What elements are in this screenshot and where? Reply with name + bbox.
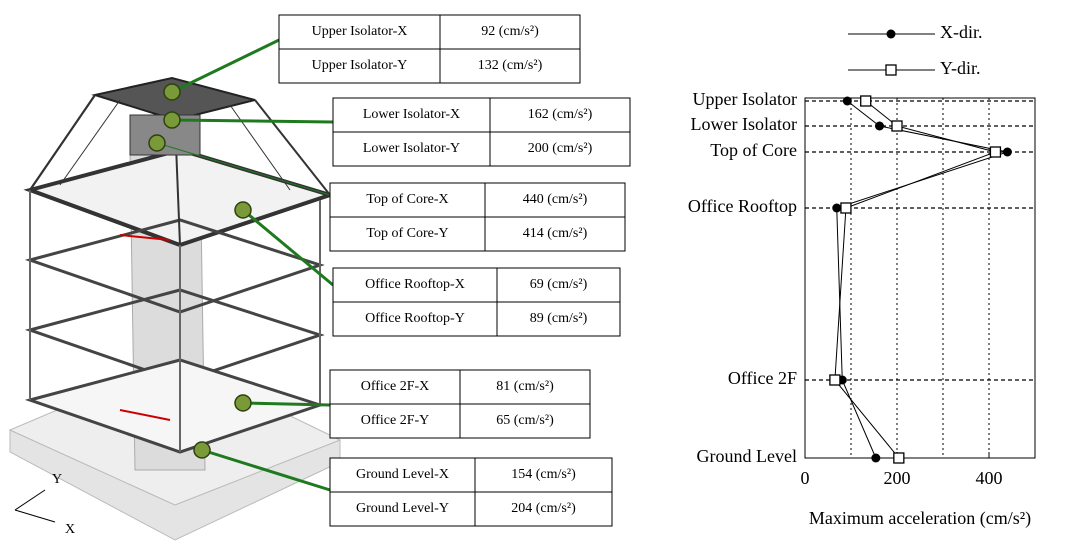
cell-value: 200 (cm/s²) bbox=[528, 141, 593, 156]
cell-value: 204 (cm/s²) bbox=[511, 501, 576, 516]
table-cell bbox=[329, 403, 461, 439]
y-tick-label: Office Rooftop bbox=[688, 196, 797, 216]
marker bbox=[840, 202, 852, 214]
sensor-dot bbox=[163, 111, 181, 129]
leader-line bbox=[201, 448, 331, 492]
chart: 0 200 400 Ground Level Office 2F Office Rooft… bbox=[688, 22, 1036, 529]
callouts: Upper Isolator-X 92 (cm/s²) Upper Isolator… bbox=[148, 14, 631, 527]
cell-label: Upper Isolator-Y bbox=[312, 58, 408, 73]
sensor-dot bbox=[234, 201, 252, 219]
table-cell bbox=[439, 48, 581, 84]
building-illustration bbox=[8, 76, 342, 541]
series-line bbox=[834, 100, 998, 459]
cell-label: Office Rooftop-Y bbox=[365, 311, 465, 326]
legend-label: X-dir. bbox=[940, 22, 983, 42]
leader-line bbox=[242, 208, 334, 287]
leader-line bbox=[156, 142, 331, 196]
plot-frame bbox=[804, 97, 1036, 459]
table-cell bbox=[332, 131, 491, 167]
cell-label: Lower Isolator-Y bbox=[363, 141, 460, 156]
cell-label: Office 2F-X bbox=[361, 379, 430, 394]
table-cell bbox=[329, 216, 486, 252]
marker bbox=[875, 121, 885, 131]
sensor-dot bbox=[148, 134, 166, 152]
leader-line bbox=[171, 38, 280, 94]
marker bbox=[829, 374, 841, 386]
series-line bbox=[836, 100, 1010, 459]
cell-value: 89 (cm/s²) bbox=[530, 311, 588, 326]
cell-label: Upper Isolator-X bbox=[312, 24, 408, 39]
leader-line bbox=[242, 401, 331, 407]
marker bbox=[893, 452, 905, 464]
sensor-dot bbox=[193, 441, 211, 459]
cell-value: 92 (cm/s²) bbox=[481, 24, 539, 39]
marker bbox=[891, 120, 903, 132]
cell-label: Ground Level-X bbox=[356, 467, 449, 482]
sensor-dot bbox=[234, 394, 252, 412]
marker bbox=[860, 95, 872, 107]
table-cell bbox=[474, 457, 613, 493]
cell-value: 132 (cm/s²) bbox=[478, 58, 543, 73]
marker bbox=[1002, 147, 1012, 157]
table-cell bbox=[489, 131, 631, 167]
cell-label: Office 2F-Y bbox=[361, 413, 430, 428]
cell-value: 414 (cm/s²) bbox=[523, 226, 588, 241]
table-cell bbox=[278, 14, 441, 50]
table-cell bbox=[484, 216, 626, 252]
table-cell bbox=[496, 267, 621, 303]
table-cell bbox=[329, 491, 476, 527]
y-tick-label: Lower Isolator bbox=[691, 114, 797, 134]
table-cell bbox=[474, 491, 613, 527]
sensor-dot bbox=[163, 83, 181, 101]
cell-value: 65 (cm/s²) bbox=[496, 413, 554, 428]
cell-label: Top of Core-X bbox=[366, 192, 448, 207]
table-cell bbox=[332, 301, 498, 337]
y-tick-label: Ground Level bbox=[697, 446, 797, 466]
cell-label: Ground Level-Y bbox=[356, 501, 449, 516]
cell-label: Lower Isolator-X bbox=[363, 107, 460, 122]
table-cell bbox=[329, 369, 461, 405]
axis-label: Y bbox=[52, 472, 62, 487]
table-cell bbox=[459, 369, 591, 405]
legend-label: Y-dir. bbox=[940, 58, 981, 78]
table-cell bbox=[459, 403, 591, 439]
table-cell bbox=[278, 48, 441, 84]
legend-marker bbox=[885, 64, 897, 76]
cell-value: 69 (cm/s²) bbox=[530, 277, 588, 292]
x-tick-label: 200 bbox=[884, 468, 911, 488]
axis-label: X bbox=[65, 522, 75, 537]
cell-value: 81 (cm/s²) bbox=[496, 379, 554, 394]
table-cell bbox=[496, 301, 621, 337]
leader-line bbox=[171, 118, 334, 124]
cell-label: Top of Core-Y bbox=[366, 226, 448, 241]
y-tick-label: Upper Isolator bbox=[693, 89, 797, 109]
x-axis-label: Maximum acceleration (cm/s²) bbox=[809, 508, 1031, 529]
marker bbox=[989, 146, 1002, 158]
marker bbox=[832, 203, 842, 213]
cell-value: 440 (cm/s²) bbox=[523, 192, 588, 207]
cell-value: 162 (cm/s²) bbox=[528, 107, 593, 122]
x-tick-label: 0 bbox=[801, 468, 810, 488]
marker bbox=[871, 453, 881, 463]
legend-marker bbox=[886, 29, 896, 39]
y-tick-label: Office 2F bbox=[728, 368, 797, 388]
cell-label: Office Rooftop-X bbox=[365, 277, 465, 292]
cell-value: 154 (cm/s²) bbox=[511, 467, 576, 482]
x-tick-label: 400 bbox=[976, 468, 1003, 488]
marker bbox=[842, 96, 852, 106]
y-tick-label: Top of Core bbox=[710, 140, 797, 160]
axes-icon: Y X bbox=[14, 472, 75, 537]
